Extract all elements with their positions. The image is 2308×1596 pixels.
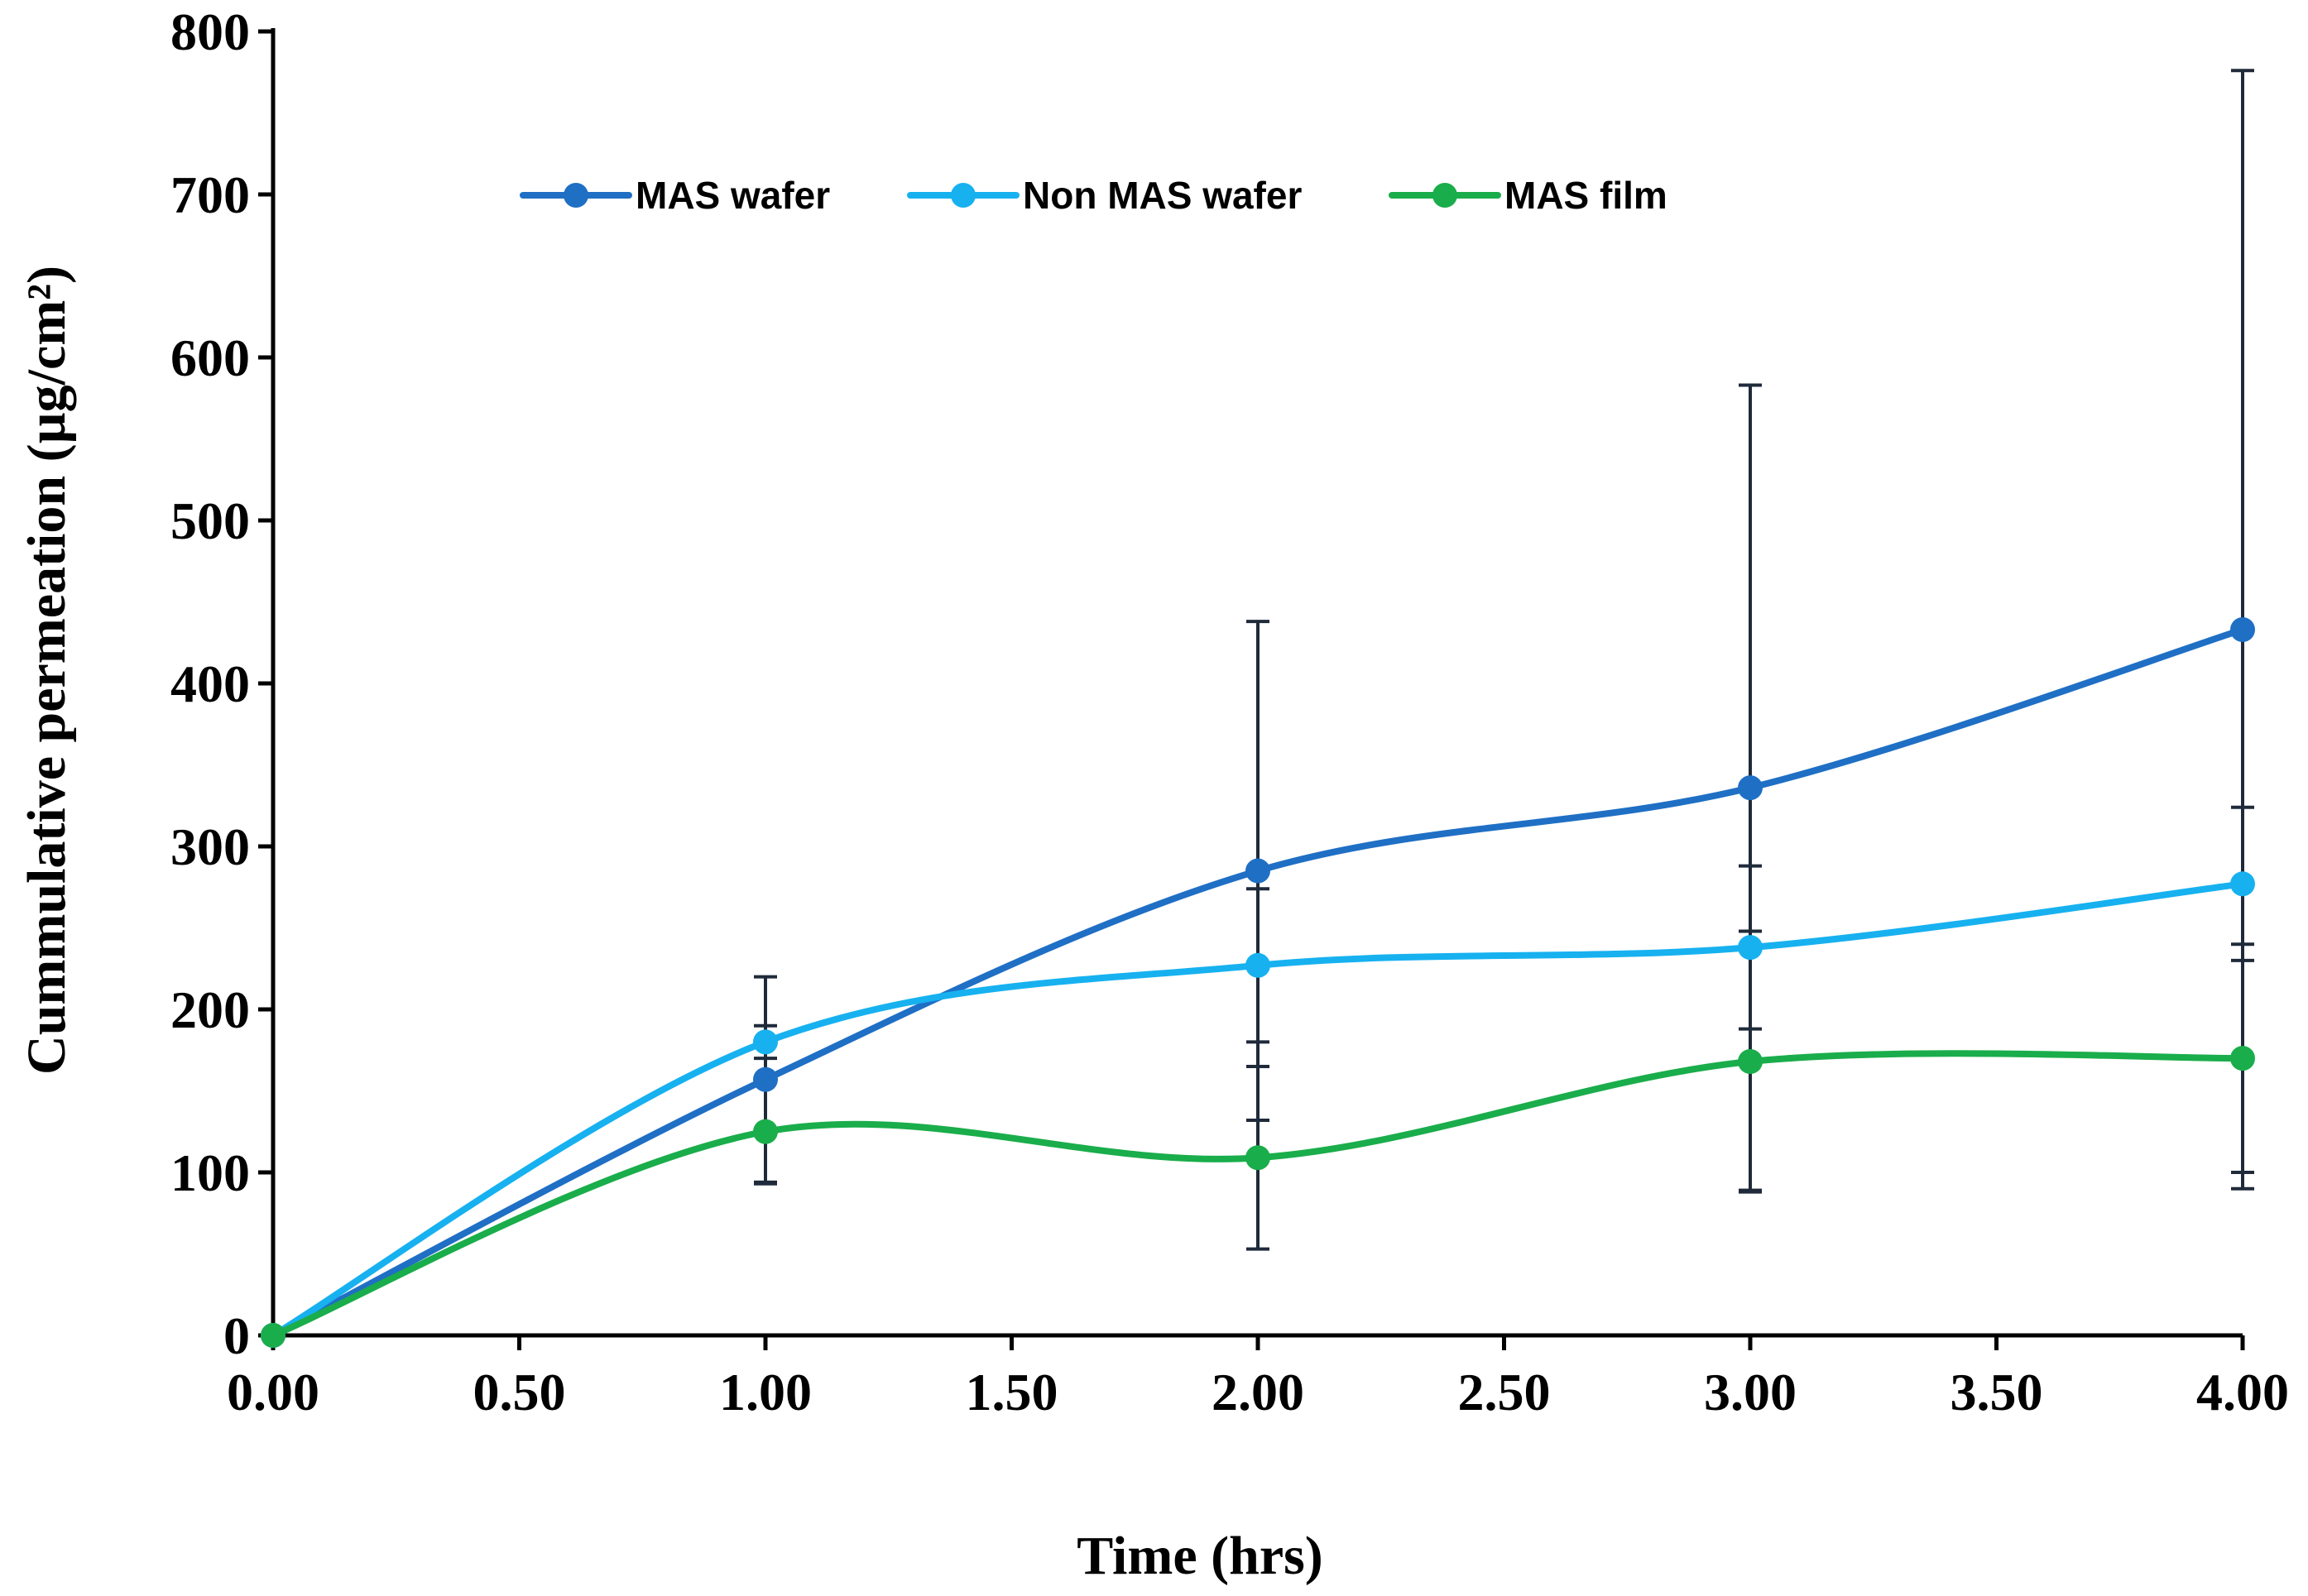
y-tick-label: 100	[170, 1143, 250, 1202]
x-tick-label: 4.00	[2196, 1363, 2289, 1421]
data-point-non-mas-wafer	[1738, 935, 1763, 961]
data-point-non-mas-wafer	[1245, 952, 1270, 978]
data-point-mas-film	[1245, 1145, 1270, 1171]
y-tick-label: 700	[170, 165, 250, 224]
x-tick-label: 2.50	[1458, 1363, 1551, 1421]
x-tick-label: 2.00	[1212, 1363, 1304, 1421]
data-point-mas-film	[1738, 1049, 1763, 1075]
x-tick-label: 1.00	[719, 1363, 812, 1421]
x-tick-label: 0.50	[473, 1363, 566, 1421]
legend: MAS wafer Non MAS wafer MAS film	[520, 174, 1667, 217]
data-point-mas-wafer	[753, 1066, 778, 1092]
legend-item-mas-wafer: MAS wafer	[520, 174, 830, 217]
data-point-mas-film	[2230, 1046, 2255, 1071]
x-tick-label: 3.00	[1704, 1363, 1797, 1421]
legend-label: Non MAS wafer	[1023, 174, 1302, 217]
y-tick-label: 400	[170, 654, 250, 713]
legend-swatch-marker	[564, 183, 588, 208]
legend-label: MAS wafer	[636, 174, 830, 217]
legend-item-mas-film: MAS film	[1389, 174, 1667, 217]
data-point-non-mas-wafer	[2230, 871, 2255, 897]
y-tick-label: 500	[170, 491, 250, 550]
error-bars	[754, 69, 2254, 1251]
x-tick-label: 1.50	[966, 1363, 1058, 1421]
y-axis-title: Cummulative permeation (µg/cm²)	[17, 266, 77, 1075]
series-points	[261, 616, 2255, 1348]
legend-swatch-marker	[1432, 183, 1457, 208]
data-point-mas-wafer	[1245, 858, 1270, 884]
axes: 0 100 200 300 400 500 600 700 800 0.00 0.50 1.00 1.5…	[170, 2, 2289, 1421]
y-tick-label: 200	[170, 980, 250, 1039]
y-tick-label: 0	[223, 1306, 250, 1365]
legend-item-non-mas-wafer: Non MAS wafer	[907, 174, 1302, 217]
x-tick-label: 3.50	[1951, 1363, 2043, 1421]
x-tick-label: 0.00	[227, 1363, 319, 1421]
data-point-mas-film	[753, 1119, 778, 1144]
data-point-mas-film	[261, 1323, 286, 1348]
y-tick-label: 300	[170, 817, 250, 876]
y-tick-label: 600	[170, 328, 250, 387]
x-axis-title: Time (hrs)	[1077, 1526, 1323, 1586]
data-point-mas-wafer	[1738, 775, 1763, 801]
y-tick-label: 800	[170, 2, 250, 61]
data-point-mas-wafer	[2230, 616, 2255, 642]
data-point-non-mas-wafer	[753, 1029, 778, 1055]
legend-label: MAS film	[1504, 174, 1667, 217]
legend-swatch-marker	[951, 183, 976, 208]
